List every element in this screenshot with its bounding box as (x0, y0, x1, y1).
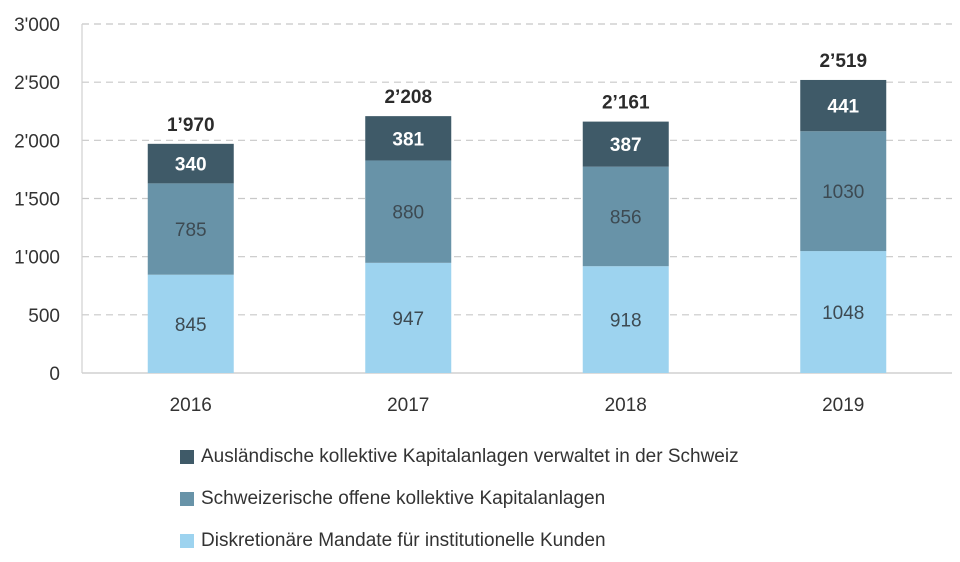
bar-segment (147, 183, 234, 275)
stacked-bar-chart: 0 500 1'000 1'500 2'000 2'500 3'000 845 785 340 1… (14, 15, 952, 416)
bar-segment (147, 143, 234, 184)
y-tick-label: 2'500 (14, 73, 60, 94)
total-label: 2’519 (819, 51, 867, 72)
legend-label: Ausländische kollektive Kapitalanlagen v… (201, 446, 739, 467)
legend-item-foreign: Ausländische kollektive Kapitalanlagen v… (180, 436, 739, 478)
data-label: 845 (175, 315, 207, 336)
legend-item-mandates: Diskretionäre Mandate für institutionell… (180, 520, 739, 562)
y-tick-label: 2'000 (14, 131, 60, 152)
data-label: 381 (392, 129, 424, 150)
bar-segment (365, 160, 452, 263)
legend-label: Schweizerische offene kollektive Kapital… (201, 488, 606, 509)
legend: Ausländische kollektive Kapitalanlagen v… (180, 436, 739, 562)
data-label: 918 (610, 311, 642, 332)
data-label: 441 (827, 97, 859, 118)
data-label: 880 (392, 203, 424, 224)
data-label: 340 (175, 155, 207, 176)
total-label: 2’208 (384, 87, 432, 108)
y-tick-label: 0 (49, 364, 60, 385)
bar-segment (582, 166, 669, 267)
y-tick-label: 500 (28, 306, 60, 327)
legend-swatch-swiss (180, 492, 194, 506)
data-label: 1048 (822, 303, 864, 324)
bar-segment (800, 79, 887, 132)
y-tick-label: 3'000 (14, 15, 60, 36)
x-tick-label: 2018 (605, 395, 647, 416)
x-tick-label: 2016 (170, 395, 212, 416)
data-label: 856 (610, 207, 642, 228)
total-label: 1’970 (167, 115, 215, 136)
legend-swatch-foreign (180, 450, 194, 464)
bar-segment (365, 116, 452, 161)
bar-segment (800, 251, 887, 373)
data-label: 387 (610, 135, 642, 156)
total-label: 2’161 (602, 93, 650, 114)
data-label: 785 (175, 220, 207, 241)
data-label: 947 (392, 309, 424, 330)
data-label: 1030 (822, 182, 864, 203)
bar-segment (800, 131, 887, 252)
y-tick-label: 1'500 (14, 190, 60, 211)
bar-segment (582, 121, 669, 167)
legend-swatch-mandates (180, 534, 194, 548)
legend-label: Diskretionäre Mandate für institutionell… (201, 530, 606, 551)
x-tick-label: 2019 (822, 395, 864, 416)
bar-segment (582, 266, 669, 373)
bar-segment (365, 262, 452, 373)
x-tick-label: 2017 (387, 395, 429, 416)
legend-item-swiss: Schweizerische offene kollektive Kapital… (180, 478, 739, 520)
bar-segment (147, 274, 234, 373)
y-tick-label: 1'000 (14, 248, 60, 269)
